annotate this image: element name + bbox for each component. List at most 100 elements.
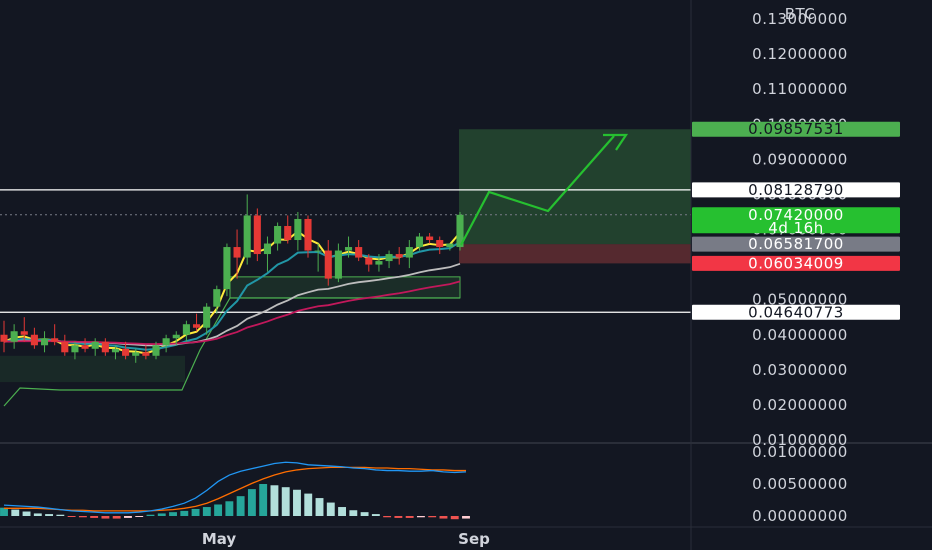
macd-histogram-bar bbox=[383, 516, 392, 518]
candle-body bbox=[40, 338, 49, 346]
candle-body bbox=[152, 345, 160, 356]
price-tag-stop-label: 0.06034009 bbox=[748, 254, 844, 272]
projection-path bbox=[460, 135, 615, 246]
candle-body bbox=[0, 334, 8, 342]
candle-body bbox=[192, 324, 201, 328]
macd-histogram-bar bbox=[405, 516, 414, 518]
macd-histogram-bar bbox=[315, 498, 324, 516]
macd-histogram-bar bbox=[0, 507, 8, 516]
macd-histogram-bar bbox=[135, 516, 144, 517]
candle-body bbox=[111, 348, 120, 353]
stop-zone bbox=[459, 244, 691, 264]
candle-body bbox=[132, 352, 140, 356]
macd-histogram-bar bbox=[349, 510, 358, 516]
macd-line bbox=[3, 461, 467, 514]
time-axis-label: May bbox=[202, 530, 237, 548]
candle-body bbox=[122, 348, 130, 356]
candle-body bbox=[263, 243, 272, 255]
macd-histogram-bar bbox=[304, 493, 313, 516]
price-axis-tick-label: 0.11000000 bbox=[752, 80, 848, 98]
candle-body bbox=[253, 215, 261, 255]
candle-body bbox=[446, 243, 454, 248]
macd-histogram-bar bbox=[146, 514, 155, 516]
candle-body bbox=[51, 338, 59, 342]
price-axis-tick-label: 0.05000000 bbox=[752, 291, 848, 309]
candle-body bbox=[101, 341, 109, 353]
price-axis-tick-label: 0.02000000 bbox=[752, 396, 848, 414]
candle-body bbox=[30, 334, 38, 346]
macd-histogram-bar bbox=[439, 516, 448, 519]
price-tag-target-label: 0.09857531 bbox=[748, 120, 844, 138]
ema-mid-line bbox=[3, 241, 461, 351]
candle-body bbox=[395, 254, 403, 258]
price-tag-resistance bbox=[692, 182, 900, 198]
base-zone bbox=[0, 355, 185, 383]
macd-histogram-bar bbox=[281, 487, 290, 516]
price-axis-tick-label: 0.09000000 bbox=[752, 150, 848, 168]
macd-histogram-bar bbox=[78, 516, 87, 518]
candle-body bbox=[365, 257, 373, 265]
macd-histogram-bar bbox=[33, 513, 42, 516]
macd-histogram-bar bbox=[236, 496, 245, 516]
macd-histogram-bar bbox=[225, 501, 234, 516]
candle-body bbox=[304, 218, 312, 251]
price-tag-support-label: 0.04640773 bbox=[748, 303, 844, 321]
macd-histogram-bar bbox=[157, 513, 166, 516]
indicator-axis-tick-label: 0.01000000 bbox=[752, 443, 848, 461]
macd-histogram-bar bbox=[360, 512, 369, 516]
macd-histogram-bar bbox=[247, 489, 256, 516]
candle-body bbox=[426, 236, 434, 241]
ema-fast-line bbox=[3, 230, 461, 355]
macd-histogram-bar bbox=[416, 516, 425, 518]
projection-arrowhead bbox=[603, 133, 629, 151]
candle-body bbox=[436, 240, 444, 248]
price-axis-tick-label: 0.12000000 bbox=[752, 45, 848, 63]
macd-histogram-bar bbox=[90, 516, 99, 518]
price-axis-tick-label: 0.03000000 bbox=[752, 361, 848, 379]
price-axis-tick-label: 0.04000000 bbox=[752, 326, 848, 344]
candle-body bbox=[375, 261, 383, 265]
macd-histogram-bar bbox=[202, 507, 211, 516]
price-tag-support bbox=[692, 304, 900, 320]
candle-body bbox=[415, 236, 424, 248]
candle-body bbox=[71, 345, 79, 353]
macd-histogram-bar bbox=[112, 516, 121, 519]
macd-histogram-bar bbox=[56, 514, 65, 516]
price-tag-entry bbox=[692, 236, 900, 252]
candle-body bbox=[324, 250, 332, 279]
macd-histogram-bar bbox=[338, 507, 346, 516]
macd-histogram-bar bbox=[124, 516, 132, 518]
candle-body bbox=[20, 331, 28, 335]
supertrend-line bbox=[3, 297, 460, 407]
price-tag-entry-label: 0.06581700 bbox=[748, 235, 844, 253]
candle-body bbox=[81, 345, 89, 349]
macd-histogram-bar bbox=[394, 516, 403, 518]
target-zone bbox=[459, 129, 691, 245]
candle-body bbox=[182, 324, 190, 335]
price-tag-stop bbox=[692, 255, 900, 271]
indicator-axis-tick-label: 0.00500000 bbox=[752, 475, 848, 493]
price-axis-tick-label: 0.01000000 bbox=[752, 431, 848, 449]
indicator-axis-tick-label: 0.00000000 bbox=[752, 507, 848, 525]
candle-body bbox=[10, 331, 18, 342]
price-tag-last-countdown: 4d 16h bbox=[768, 219, 823, 237]
candle-body bbox=[223, 247, 231, 290]
candle-body bbox=[385, 254, 393, 262]
price-axis-tick-label: 0.13000000 bbox=[752, 10, 848, 28]
candle-body bbox=[213, 289, 221, 307]
macd-histogram-bar bbox=[180, 510, 189, 516]
macd-histogram-bar bbox=[462, 516, 470, 519]
macd-histogram-bar bbox=[11, 509, 20, 516]
candle-body bbox=[405, 247, 413, 258]
signal-line bbox=[4, 466, 466, 512]
candle-body bbox=[284, 225, 292, 241]
candle-body bbox=[243, 215, 251, 258]
ema-long-line bbox=[3, 280, 461, 345]
macd-histogram-bar bbox=[450, 516, 459, 520]
macd-histogram-bar bbox=[428, 516, 437, 518]
candle-body bbox=[274, 225, 282, 244]
candle-body bbox=[233, 247, 241, 258]
macd-histogram-bar bbox=[191, 508, 200, 516]
